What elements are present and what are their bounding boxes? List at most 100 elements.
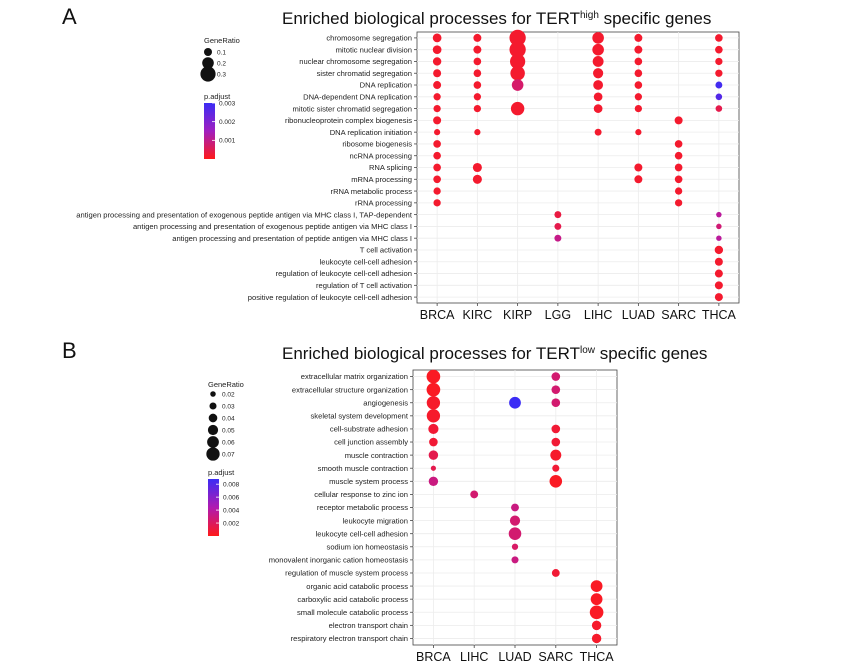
x-tick-label-luad: LUAD: [622, 308, 655, 322]
dot-brca: [434, 129, 441, 136]
dot-brca: [428, 423, 439, 435]
dot-lihc: [594, 128, 602, 136]
dot-sarc: [674, 140, 683, 148]
y-term-label: sister chromatid segregation: [317, 69, 412, 78]
dot-thca: [716, 223, 722, 230]
legend-size-label: 0.02: [222, 391, 235, 398]
dot-brca: [428, 476, 439, 487]
y-term-label: T cell activation: [360, 246, 412, 255]
dot-brca: [433, 81, 442, 90]
dot-brca: [433, 116, 442, 125]
legend-size-dot: [208, 413, 218, 423]
dot-lgg: [554, 211, 562, 219]
y-term-label: RNA splicing: [369, 163, 412, 172]
dot-brca: [429, 437, 438, 447]
dot-kirc: [473, 57, 482, 66]
legend-size-dot: [207, 436, 219, 448]
y-term-label: extracellular structure organization: [292, 385, 408, 394]
legend-colorbar-a: [204, 103, 215, 159]
y-term-label: DNA replication: [360, 81, 412, 90]
dot-thca: [591, 620, 602, 631]
y-term-label: smooth muscle contraction: [318, 464, 408, 473]
y-term-label: antigen processing and presentation of p…: [172, 234, 412, 243]
x-tick-label-lihc: LIHC: [584, 308, 612, 322]
dot-thca: [715, 105, 723, 112]
dot-lihc: [592, 43, 604, 56]
dot-brca: [433, 93, 441, 101]
dot-kirc: [473, 33, 482, 42]
dot-brca: [432, 57, 442, 66]
dot-thca: [591, 633, 602, 644]
legend-size-title-a: GeneRatio: [204, 36, 240, 45]
dot-kirp: [510, 101, 525, 116]
dot-sarc: [674, 151, 683, 160]
dot-luad: [634, 163, 643, 172]
chart-title-a-main: Enriched biological processes for TERT: [282, 9, 580, 28]
dot-thca: [715, 57, 723, 66]
dot-sarc: [550, 449, 562, 461]
dot-luad: [634, 175, 643, 184]
chart-title-b-sup: low: [580, 345, 596, 356]
y-term-label: sodium ion homeostasis: [327, 542, 409, 551]
dot-brca: [428, 450, 439, 460]
legend-color-title-b: p.adjust: [208, 468, 235, 477]
dot-brca: [432, 33, 442, 43]
dot-lgg: [554, 222, 562, 230]
x-tick-label-thca: THCA: [702, 308, 737, 322]
y-term-label: muscle system process: [329, 477, 408, 486]
dot-luad: [511, 556, 519, 564]
dot-sarc: [552, 464, 560, 472]
dot-kirc: [473, 104, 482, 113]
y-term-label: ribosome biogenesis: [342, 140, 412, 149]
dot-luad: [634, 81, 643, 89]
y-term-label: angiogenesis: [363, 398, 408, 407]
legend-size-dot: [202, 57, 214, 69]
legend-size-dot: [200, 66, 216, 82]
dot-lihc: [593, 92, 603, 102]
y-term-label: antigen processing and presentation of e…: [76, 210, 413, 219]
dot-brca: [432, 45, 442, 55]
dot-sarc: [549, 475, 563, 488]
legend-size-title-b: GeneRatio: [208, 380, 244, 389]
dot-brca: [433, 104, 441, 113]
legend-size-dot: [210, 391, 216, 397]
y-term-label: rRNA processing: [355, 199, 412, 208]
legend-size-label: 0.2: [217, 60, 226, 67]
panel-label-b: B: [62, 338, 77, 363]
dot-sarc: [551, 424, 561, 434]
legend-color-label: 0.001: [219, 138, 236, 145]
y-term-label: nuclear chromosome segregation: [299, 57, 412, 66]
legend-color-label: 0.008: [223, 481, 240, 488]
dot-luad: [508, 527, 522, 540]
dot-sarc: [551, 398, 561, 408]
dot-sarc: [674, 116, 683, 125]
y-term-label: cell junction assembly: [334, 438, 408, 447]
y-term-label: cellular response to zinc ion: [314, 490, 408, 499]
x-tick-label-luad: LUAD: [498, 650, 531, 664]
y-term-label: DNA replication initiation: [330, 128, 412, 137]
dot-luad: [634, 33, 643, 42]
legend-color-title-a: p.adjust: [204, 92, 231, 101]
dot-lihc: [593, 80, 604, 90]
y-term-label: regulation of T cell activation: [316, 281, 412, 290]
dot-kirc: [473, 45, 482, 54]
dot-brca: [426, 396, 441, 410]
dot-sarc: [674, 175, 683, 184]
dot-thca: [715, 34, 723, 42]
dot-thca: [714, 293, 723, 302]
dot-thca: [590, 593, 603, 606]
dot-brca: [433, 151, 441, 160]
dot-thca: [715, 93, 723, 101]
dot-kirc: [473, 69, 482, 78]
dot-brca: [426, 382, 441, 397]
x-tick-label-brca: BRCA: [420, 308, 455, 322]
dot-kirc: [472, 174, 482, 184]
x-tick-label-brca: BRCA: [416, 650, 451, 664]
y-term-label: mitotic nuclear division: [336, 45, 412, 54]
dot-kirc: [473, 93, 482, 101]
x-tick-label-kirc: KIRC: [462, 308, 492, 322]
x-tick-label-sarc: SARC: [538, 650, 573, 664]
legend-size-label: 0.06: [222, 439, 235, 446]
x-tick-label-thca: THCA: [580, 650, 615, 664]
